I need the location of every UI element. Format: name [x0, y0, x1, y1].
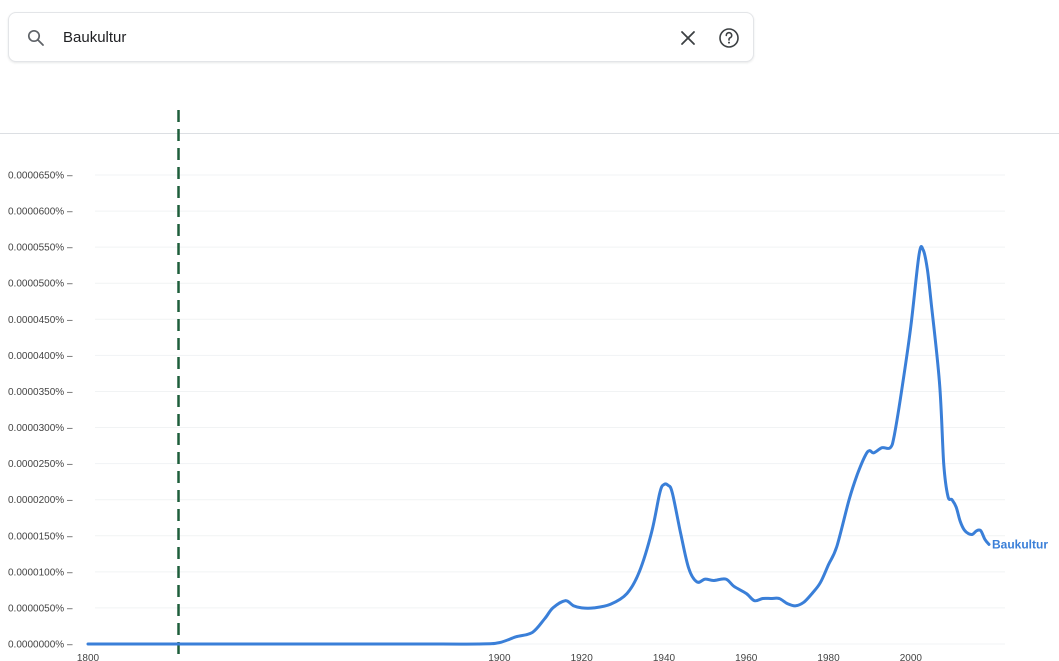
clear-icon[interactable]	[677, 27, 699, 49]
y-tick-label: 0.0000650% –	[8, 171, 73, 182]
x-tick-label: 1900	[488, 653, 511, 661]
y-tick-label: 0.0000500% –	[8, 279, 73, 290]
search-input[interactable]: Baukultur	[63, 29, 127, 46]
help-icon[interactable]	[717, 26, 741, 50]
y-tick-label: 0.0000600% –	[8, 207, 73, 218]
y-tick-label: 0.0000150% –	[8, 531, 73, 542]
x-tick-label: 1960	[735, 653, 758, 661]
y-tick-label: 0.0000550% –	[8, 243, 73, 254]
y-tick-label: 0.0000400% –	[8, 351, 73, 362]
y-tick-label: 0.0000450% –	[8, 315, 73, 326]
y-tick-label: 0.0000200% –	[8, 495, 73, 506]
y-axis: 0.0000000% – 0.0000050% – 0.0000100% – 0.00…	[8, 171, 73, 651]
series-label[interactable]: Baukultur	[992, 537, 1048, 551]
x-tick-label: 1940	[653, 653, 676, 661]
gridlines	[95, 174, 1005, 645]
y-tick-label: 0.0000050% –	[8, 603, 73, 614]
x-tick-label: 2000	[900, 653, 923, 661]
x-axis: 1800 1900 1920 1940 1960 1980 2000	[77, 653, 923, 661]
search-icon	[27, 29, 44, 46]
y-tick-label: 0.0000100% –	[8, 567, 73, 578]
y-tick-label: 0.0000000% –	[8, 640, 73, 651]
x-tick-label: 1980	[817, 653, 840, 661]
series-line[interactable]	[86, 245, 991, 646]
x-tick-label: 1920	[571, 653, 594, 661]
y-tick-label: 0.0000300% –	[8, 423, 73, 434]
search-bar[interactable]: Baukultur	[8, 12, 754, 62]
y-tick-label: 0.0000350% –	[8, 387, 73, 398]
y-tick-label: 0.0000250% –	[8, 459, 73, 470]
x-tick-label: 1800	[77, 653, 100, 661]
chart-top-rule	[0, 133, 1059, 134]
